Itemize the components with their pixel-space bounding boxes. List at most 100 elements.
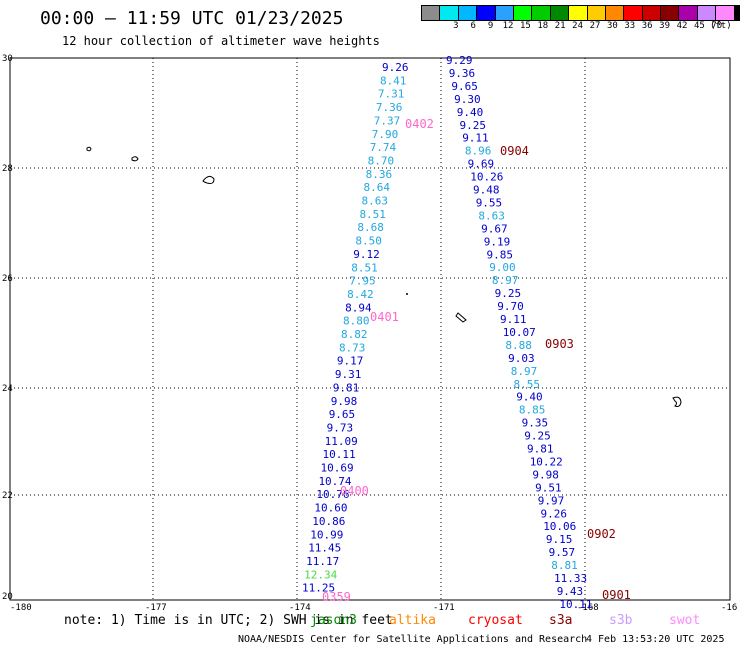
wave-height-value: 9.26 bbox=[541, 507, 568, 520]
credit-line: NOAA/NESDIS Center for Satellite Applica… bbox=[238, 634, 588, 645]
wave-height-value: 8.51 bbox=[359, 208, 386, 221]
wave-height-value: 9.65 bbox=[329, 408, 356, 421]
wave-height-value: 9.40 bbox=[457, 106, 484, 119]
wave-height-value: 10.07 bbox=[503, 326, 536, 339]
pass-number-label: 0359 bbox=[322, 590, 351, 604]
wave-height-value: 11.45 bbox=[308, 542, 341, 555]
wave-height-value: 8.41 bbox=[380, 74, 407, 87]
satellite-name: jason3 bbox=[310, 613, 357, 628]
wave-height-value: 10.22 bbox=[530, 455, 563, 468]
wave-height-value: 9.98 bbox=[532, 468, 559, 481]
legend-label: 39 bbox=[659, 21, 671, 31]
legend-label: 21 bbox=[554, 21, 566, 31]
wave-height-value: 8.73 bbox=[339, 341, 366, 354]
wave-height-value: 10.76 bbox=[316, 488, 349, 501]
legend-label: 36 bbox=[641, 21, 653, 31]
pass-number-label: 0400 bbox=[340, 484, 369, 498]
wave-height-value: 8.36 bbox=[366, 168, 393, 181]
wave-height-value: 9.25 bbox=[460, 119, 487, 132]
wave-height-value: 9.17 bbox=[337, 355, 364, 368]
wave-height-value: 9.48 bbox=[473, 184, 500, 197]
legend-label: 24 bbox=[572, 21, 584, 31]
axis-tick-labels: -180 -177 -174 -171 -168 -16 30 28 26 24 22 20 bbox=[2, 54, 737, 613]
satellite-name: s3b bbox=[609, 613, 633, 628]
color-legend bbox=[421, 5, 740, 21]
legend-label: 15 bbox=[519, 21, 531, 31]
lon-tick-label: -168 bbox=[577, 603, 599, 613]
wave-height-value: 9.69 bbox=[468, 158, 495, 171]
wave-height-value: 9.51 bbox=[535, 481, 562, 494]
wave-height-value: 9.26 bbox=[382, 61, 409, 74]
map-title: 00:00 – 11:59 UTC 01/23/2025 bbox=[40, 8, 344, 29]
wave-height-value: 10.06 bbox=[543, 520, 576, 533]
lat-tick-label: 24 bbox=[2, 384, 13, 394]
wave-height-value: 9.81 bbox=[527, 443, 554, 456]
wave-height-value: 10.69 bbox=[321, 462, 354, 475]
wave-height-value: 10.26 bbox=[470, 171, 503, 184]
legend-label: 12 bbox=[502, 21, 514, 31]
wave-height-value: 11.25 bbox=[302, 582, 335, 595]
wave-height-value: 9.12 bbox=[353, 248, 380, 261]
lat-tick-label: 28 bbox=[2, 164, 13, 174]
legend-label: 70 bbox=[711, 21, 723, 31]
wave-height-value: 7.95 bbox=[349, 275, 376, 288]
wave-height-value: 9.25 bbox=[495, 287, 521, 300]
wave-height-value: 9.15 bbox=[546, 533, 573, 546]
legend-label: 3 bbox=[453, 21, 459, 31]
wave-height-value: 8.85 bbox=[519, 404, 546, 417]
legend-label: 9 bbox=[487, 21, 494, 31]
altimeter-tracks: 9.268.417.317.367.377.907.748.708.368.64… bbox=[302, 54, 592, 611]
wave-height-value: 11.17 bbox=[306, 555, 339, 568]
wave-height-value: 10.11 bbox=[559, 598, 592, 611]
wave-height-value: 7.74 bbox=[370, 141, 397, 154]
pass-number-label: 0901 bbox=[602, 588, 631, 602]
lon-tick-label: -180 bbox=[10, 603, 32, 613]
wave-height-value: 8.80 bbox=[343, 315, 370, 328]
legend-swatch bbox=[733, 5, 740, 21]
wave-height-value: 8.82 bbox=[341, 328, 368, 341]
wave-height-value: 10.99 bbox=[310, 528, 343, 541]
lon-tick-label: -171 bbox=[433, 603, 455, 613]
legend-label: 27 bbox=[589, 21, 601, 31]
wave-height-value: 8.97 bbox=[492, 274, 519, 287]
wave-height-value: 9.11 bbox=[462, 132, 489, 145]
generated-timestamp: 4 Feb 13:53:20 UTC 2025 bbox=[586, 634, 725, 645]
wave-height-value: 9.98 bbox=[331, 395, 358, 408]
wave-height-value: 8.70 bbox=[368, 154, 395, 167]
map-subtitle: 12 hour collection of altimeter wave hei… bbox=[62, 34, 380, 48]
wave-height-value: 8.50 bbox=[355, 235, 382, 248]
legend-label: 6 bbox=[470, 21, 476, 31]
island-outline bbox=[202, 175, 215, 184]
island-outline bbox=[455, 312, 467, 323]
island-outlines bbox=[86, 146, 682, 407]
wave-height-value: 9.43 bbox=[557, 585, 584, 598]
wave-height-value: 8.51 bbox=[351, 261, 378, 274]
wave-height-value: 9.31 bbox=[335, 368, 362, 381]
wave-height-value: 9.81 bbox=[333, 381, 360, 394]
lat-tick-label: 22 bbox=[2, 491, 13, 501]
wave-height-value: 10.74 bbox=[318, 475, 351, 488]
wave-height-value: 11.09 bbox=[325, 435, 358, 448]
wave-height-value: 10.86 bbox=[312, 515, 345, 528]
wave-height-value: 11.33 bbox=[554, 572, 587, 585]
wave-height-value: 8.63 bbox=[478, 209, 505, 222]
lon-tick-label: -16 bbox=[721, 603, 737, 613]
wave-height-value: 8.97 bbox=[511, 365, 538, 378]
wave-height-value: 7.37 bbox=[374, 114, 401, 127]
wave-height-value: 9.40 bbox=[516, 391, 543, 404]
legend-label: 30 bbox=[606, 21, 618, 31]
wave-height-value: 9.73 bbox=[327, 421, 354, 434]
wave-height-value: 10.60 bbox=[314, 502, 347, 515]
wave-height-value: 10.11 bbox=[323, 448, 356, 461]
map-frame bbox=[9, 57, 731, 601]
wave-height-value: 7.36 bbox=[376, 101, 403, 114]
pass-labels: 0402 0401 0400 0359 0904 0903 0902 0901 bbox=[322, 117, 631, 604]
wave-height-value: 9.85 bbox=[487, 248, 514, 261]
wave-height-value: 8.81 bbox=[551, 559, 578, 572]
wave-height-value: 9.35 bbox=[522, 417, 549, 430]
wave-height-value: 9.70 bbox=[497, 300, 524, 313]
lat-lon-grid bbox=[10, 58, 730, 600]
satellite-name: swot bbox=[669, 613, 701, 628]
lat-tick-label: 20 bbox=[2, 592, 13, 602]
wave-height-value: 9.67 bbox=[481, 222, 508, 235]
